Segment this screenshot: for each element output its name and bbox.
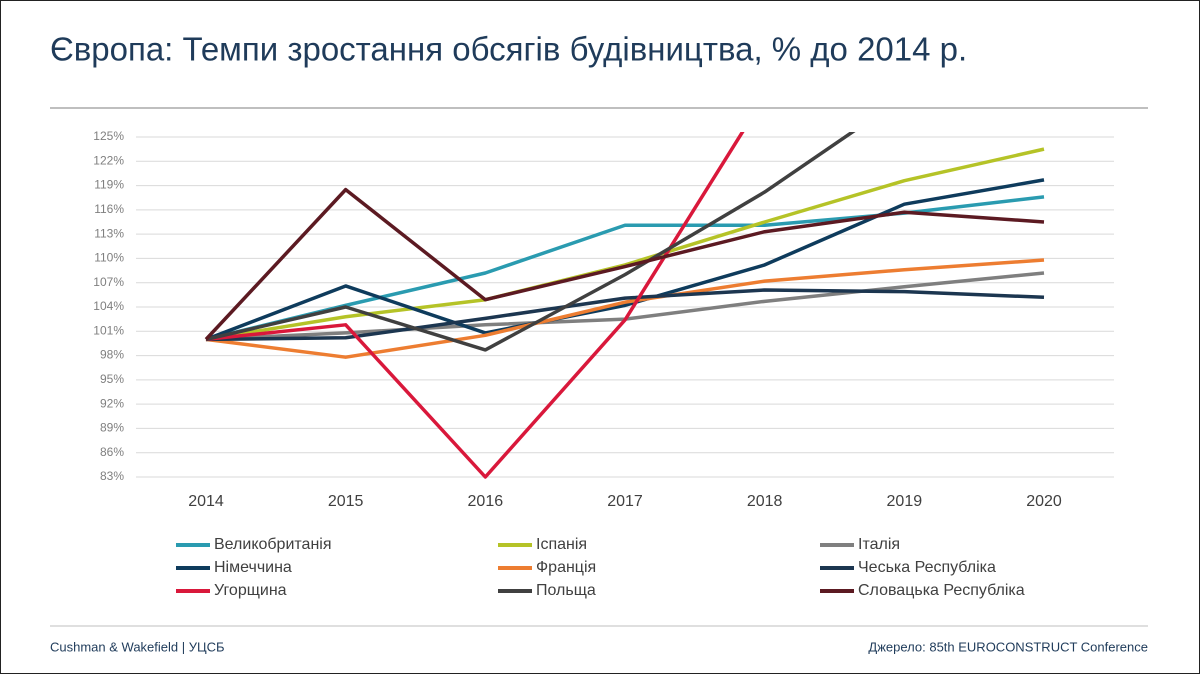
footer-right: Джерело: 85th EUROCONSTRUCT Conference [868,639,1148,654]
y-tick-label: 122% [93,153,124,167]
y-tick-label: 89% [100,421,124,435]
y-tick-label: 110% [94,251,124,265]
series-line [204,187,1045,341]
x-tick-label: 2017 [607,493,643,510]
series-line [205,178,1045,342]
y-tick-label: 119% [94,178,124,192]
legend-label: Польща [536,582,596,599]
y-tick-label: 104% [93,299,124,313]
x-tick-label: 2020 [1026,493,1062,510]
legend-label: Великобританія [214,536,332,553]
legend-label: Франція [536,559,596,576]
legend-label: Угорщина [214,582,287,599]
y-tick-label: 125% [93,129,124,143]
legend-label: Німеччина [214,559,292,576]
series-line [205,288,1045,342]
y-tick-label: 116% [94,202,124,216]
x-tick-label: 2014 [188,493,224,510]
y-tick-label: 113% [94,226,124,240]
y-tick-label: 95% [100,372,124,386]
series-line [205,132,856,352]
footer-left: Cushman & Wakefield | УЦСБ [50,639,225,654]
legend-label: Іспанія [536,536,587,553]
y-tick-label: 86% [100,445,124,459]
y-tick-label: 98% [100,348,124,362]
legend-label: Словацька Республіка [858,582,1025,599]
legend-label: Італія [858,536,900,553]
y-tick-label: 83% [100,469,124,483]
y-tick-label: 107% [93,275,124,289]
chart-title: Європа: Темпи зростання обсягів будівниц… [50,31,967,68]
x-tick-label: 2015 [328,493,364,510]
y-tick-label: 101% [93,323,124,337]
legend-label: Чеська Республіка [858,559,996,576]
series-line [205,258,1045,359]
y-tick-label: 92% [100,396,124,410]
x-tick-label: 2016 [468,493,504,510]
x-tick-label: 2018 [747,493,783,510]
x-tick-label: 2019 [887,493,923,510]
